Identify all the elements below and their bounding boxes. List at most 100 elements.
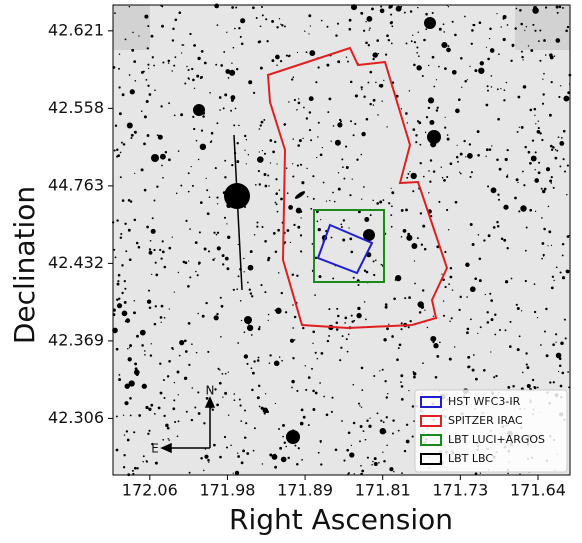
star: [234, 399, 236, 401]
star: [323, 396, 325, 398]
star: [566, 270, 568, 272]
star: [147, 134, 150, 137]
star: [418, 31, 419, 32]
star: [422, 289, 424, 291]
star: [285, 446, 287, 448]
star: [261, 226, 263, 228]
star: [172, 39, 174, 41]
star: [441, 166, 442, 167]
star: [545, 54, 547, 56]
star: [216, 313, 218, 315]
star: [189, 228, 191, 230]
star: [448, 6, 449, 7]
star: [274, 141, 276, 143]
star: [459, 296, 461, 298]
star: [294, 99, 296, 101]
star: [456, 156, 459, 159]
star: [118, 86, 120, 88]
star: [337, 23, 339, 25]
star: [189, 276, 191, 278]
star: [423, 176, 425, 178]
star: [120, 236, 122, 238]
star: [303, 416, 306, 419]
star: [336, 308, 338, 310]
star: [489, 38, 490, 39]
star: [538, 40, 540, 42]
star: [252, 372, 255, 375]
star: [274, 466, 277, 469]
star: [327, 111, 329, 113]
star: [369, 103, 371, 105]
star: [335, 34, 337, 36]
star: [388, 39, 390, 41]
star: [118, 274, 121, 277]
star: [463, 140, 465, 142]
star: [259, 183, 261, 185]
star: [329, 200, 330, 201]
star: [376, 39, 379, 42]
star: [534, 311, 536, 313]
star: [381, 264, 382, 265]
star: [451, 317, 453, 319]
star: [138, 414, 141, 417]
star: [361, 407, 362, 408]
star: [388, 324, 389, 325]
star: [541, 217, 543, 219]
star: [542, 242, 545, 245]
star: [168, 60, 171, 63]
star: [269, 354, 271, 356]
star: [252, 6, 255, 9]
star: [534, 115, 535, 116]
star: [291, 387, 293, 389]
star: [411, 173, 417, 179]
star: [544, 331, 546, 333]
star: [415, 134, 417, 136]
star: [124, 280, 126, 282]
star: [514, 27, 517, 30]
star: [148, 290, 150, 292]
star: [128, 229, 131, 232]
star: [507, 174, 508, 175]
star: [158, 135, 163, 140]
star: [360, 86, 362, 88]
star: [372, 461, 374, 463]
star: [256, 221, 258, 223]
star: [191, 166, 192, 167]
star: [348, 431, 351, 434]
star: [491, 318, 494, 321]
star: [202, 115, 205, 118]
star: [430, 159, 432, 161]
star: [530, 49, 533, 52]
star: [163, 379, 165, 381]
star: [219, 109, 221, 111]
star: [244, 135, 246, 137]
star: [355, 94, 358, 97]
star: [297, 144, 300, 147]
star: [245, 422, 247, 424]
star: [247, 325, 253, 331]
star: [312, 343, 313, 344]
star: [524, 30, 525, 31]
star: [161, 165, 163, 167]
star: [547, 245, 548, 246]
star: [380, 8, 385, 13]
star: [432, 12, 434, 14]
star: [173, 65, 175, 67]
star: [386, 126, 387, 127]
star: [268, 320, 269, 321]
star: [292, 138, 293, 139]
star: [332, 277, 334, 279]
star: [145, 406, 148, 409]
star: [279, 447, 282, 450]
star: [279, 18, 280, 19]
star: [275, 309, 277, 311]
star: [373, 375, 375, 377]
star: [565, 29, 568, 32]
star: [321, 352, 324, 355]
star: [224, 392, 227, 395]
star: [184, 82, 186, 84]
star: [562, 372, 565, 375]
star: [263, 119, 265, 121]
star: [219, 96, 222, 99]
star: [160, 105, 162, 107]
